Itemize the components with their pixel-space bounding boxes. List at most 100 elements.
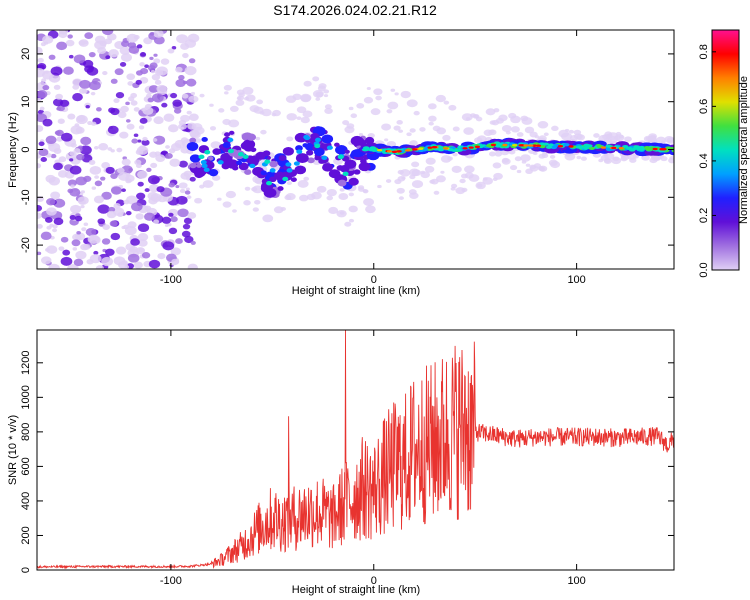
haze-speck	[252, 207, 259, 212]
noise-speck	[69, 158, 74, 162]
spectrogram-y-axis-label: Frequency (Hz)	[7, 112, 19, 188]
signal-blob	[189, 154, 201, 163]
signal-peak	[431, 145, 438, 149]
haze-speck	[451, 165, 462, 173]
signal-blob	[290, 177, 297, 182]
noise-speck	[69, 215, 76, 220]
signal-blob	[348, 177, 359, 186]
haze-speck	[643, 135, 653, 142]
noise-speck	[190, 240, 196, 245]
signal-blob	[335, 145, 348, 155]
haze-speck	[510, 126, 520, 133]
noise-speck	[102, 224, 111, 231]
signal-peak	[418, 147, 424, 150]
signal-blob	[186, 141, 199, 151]
signal-blob	[334, 142, 340, 147]
noise-speck	[181, 93, 189, 99]
haze-speck	[348, 106, 354, 111]
noise-speck	[119, 62, 127, 67]
haze-speck	[323, 94, 329, 98]
haze-speck	[396, 120, 403, 125]
haze-speck	[451, 183, 458, 189]
noise-speck	[58, 246, 65, 251]
noise-speck	[124, 226, 137, 236]
colorbar-gradient	[711, 29, 740, 271]
noise-speck	[153, 135, 166, 145]
signal-blob	[302, 153, 308, 158]
noise-speck	[101, 256, 114, 267]
signal-hot-blob	[326, 145, 333, 150]
noise-speck	[123, 199, 130, 205]
noise-speck	[41, 256, 52, 265]
haze-speck	[624, 136, 632, 142]
noise-speck	[101, 238, 111, 245]
signal-hot-blob	[242, 154, 249, 159]
haze-speck	[411, 161, 420, 168]
noise-speck	[53, 84, 61, 90]
signal-peak	[502, 143, 508, 147]
haze-speck	[656, 136, 666, 144]
haze-speck	[485, 108, 496, 116]
haze-speck	[576, 155, 582, 160]
spectrogram-x-ticks: -100 0 100	[160, 30, 586, 286]
signal-band-edge	[351, 150, 365, 158]
haze-speck	[255, 136, 261, 141]
signal-band-core	[369, 146, 377, 150]
noise-speck	[37, 90, 48, 99]
noise-speck	[180, 172, 190, 180]
signal-band-core	[605, 144, 612, 148]
noise-speck	[141, 139, 150, 146]
noise-speck	[188, 113, 199, 122]
noise-speck	[117, 111, 127, 119]
noise-speck	[73, 148, 81, 154]
haze-speck	[256, 99, 264, 105]
haze-speck	[244, 186, 251, 191]
noise-speck	[108, 206, 116, 213]
noise-speck	[76, 230, 81, 235]
haze-speck	[524, 126, 535, 134]
haze-speck	[537, 120, 549, 129]
haze-speck	[442, 134, 451, 141]
noise-speck	[105, 55, 111, 60]
haze-speck	[324, 104, 332, 110]
haze-speck	[326, 188, 337, 197]
noise-speck	[167, 48, 175, 54]
haze-speck	[209, 126, 217, 131]
noise-speck	[72, 247, 78, 251]
haze-speck	[296, 116, 302, 121]
haze-speck	[260, 129, 267, 135]
noise-speck	[45, 135, 57, 145]
noise-speck	[157, 252, 166, 260]
noise-speck	[133, 261, 143, 269]
haze-speck	[447, 156, 453, 161]
haze-speck	[286, 113, 297, 121]
noise-speck	[45, 174, 56, 183]
noise-speck	[42, 118, 53, 127]
haze-speck	[222, 201, 232, 208]
noise-speck	[181, 230, 191, 238]
noise-speck	[81, 227, 87, 232]
noise-speck	[126, 73, 136, 81]
haze-speck	[366, 86, 371, 91]
noise-speck	[169, 158, 181, 167]
haze-speck	[396, 187, 405, 194]
noise-speck	[88, 51, 96, 58]
haze-speck	[199, 93, 205, 98]
noise-speck	[177, 208, 189, 218]
haze-speck	[393, 125, 401, 131]
haze-speck	[312, 76, 320, 82]
signal-band-core	[671, 149, 674, 153]
noise-speck	[90, 91, 96, 96]
signal-band-core	[628, 148, 636, 152]
noise-speck	[41, 78, 47, 83]
noise-speck	[175, 185, 180, 189]
noise-speck	[67, 34, 73, 39]
signal-band-core	[455, 148, 463, 152]
haze-speck	[363, 96, 374, 104]
haze-speck	[413, 110, 420, 116]
noise-speck	[97, 218, 106, 225]
haze-speck	[409, 192, 419, 200]
noise-speck	[121, 188, 126, 192]
noise-speck	[153, 53, 158, 57]
noise-speck	[93, 250, 99, 255]
